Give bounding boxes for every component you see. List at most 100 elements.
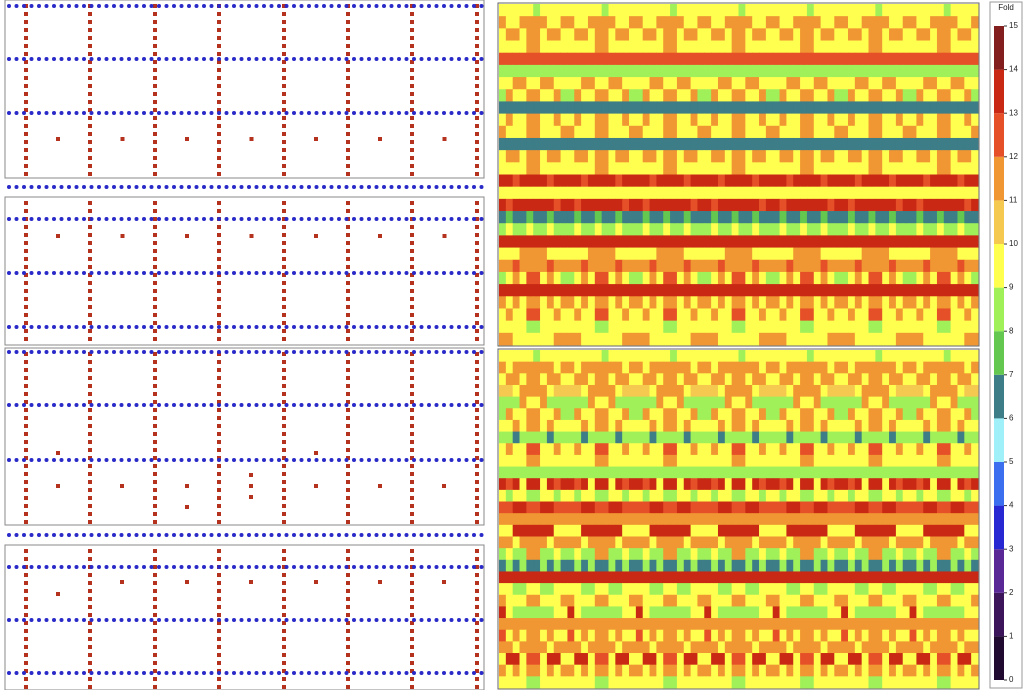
- heat-cell: [622, 296, 630, 309]
- heat-cell: [587, 419, 596, 432]
- blue-dot: [7, 271, 11, 275]
- red-dot: [217, 653, 221, 657]
- heat-cell: [724, 361, 733, 374]
- heat-cell: [690, 408, 698, 421]
- heat-cell: [622, 223, 630, 236]
- blue-dot: [269, 350, 274, 354]
- blue-dot: [472, 111, 476, 115]
- red-dot: [88, 249, 92, 253]
- heat-cell: [909, 559, 917, 572]
- heat-cell: [711, 548, 719, 561]
- heat-cell: [526, 559, 534, 572]
- blue-dot: [7, 403, 11, 407]
- heat-cell: [971, 443, 979, 456]
- blue-dot: [149, 458, 154, 462]
- heat-cell: [519, 137, 527, 151]
- blue-dot: [374, 403, 379, 407]
- heat-cell: [895, 548, 904, 561]
- heat-cell: [964, 478, 972, 491]
- blue-dot: [449, 565, 454, 569]
- heat-cell: [499, 89, 507, 102]
- blue-dot: [442, 458, 446, 462]
- red-dot: [282, 637, 286, 641]
- blue-dot: [344, 533, 349, 537]
- heat-cell: [540, 443, 548, 456]
- red-dot: [282, 597, 286, 601]
- red-dot: [56, 137, 60, 141]
- blue-dot: [382, 217, 386, 221]
- heat-cell: [731, 284, 739, 297]
- blue-dot: [89, 671, 94, 675]
- blue-dot: [464, 533, 469, 537]
- heat-cell: [827, 350, 835, 363]
- heat-cell: [690, 431, 698, 444]
- heat-cell: [820, 162, 828, 175]
- heat-cell: [895, 454, 904, 467]
- blue-dot: [232, 271, 236, 275]
- blue-dot: [277, 111, 281, 115]
- heat-cell: [724, 501, 733, 514]
- heat-cell: [717, 198, 726, 212]
- red-dot: [24, 148, 28, 152]
- heat-cell: [957, 296, 965, 309]
- heat-cell: [930, 489, 938, 502]
- heat-cell: [800, 40, 808, 54]
- heat-cell: [909, 223, 917, 236]
- heat-cell: [786, 548, 794, 561]
- heat-cell: [711, 271, 719, 285]
- heat-cell: [574, 478, 582, 491]
- heat-cell: [704, 77, 712, 90]
- heat-cell: [724, 350, 733, 363]
- heat-cell: [861, 489, 869, 502]
- heat-cell: [827, 271, 835, 285]
- heat-cell: [738, 259, 746, 273]
- heat-cell: [820, 247, 828, 261]
- heat-cell: [574, 89, 582, 102]
- heat-cell: [519, 361, 527, 374]
- heat-cell: [587, 308, 596, 322]
- red-dot: [282, 52, 286, 56]
- blue-dot: [457, 111, 461, 115]
- heat-cell: [546, 271, 555, 285]
- heat-cell: [957, 247, 965, 261]
- heat-cell: [526, 419, 534, 432]
- blue-dot: [419, 111, 424, 115]
- heat-cell: [930, 396, 938, 409]
- red-dot: [153, 36, 157, 40]
- heat-cell: [560, 271, 568, 285]
- heat-cell: [745, 308, 753, 322]
- heat-cell: [560, 137, 568, 151]
- blue-dot: [209, 325, 214, 329]
- red-dot: [153, 209, 157, 213]
- heat-cell: [936, 211, 945, 224]
- red-dot: [475, 321, 479, 325]
- heat-cell: [690, 247, 698, 261]
- blue-dot: [217, 271, 221, 275]
- red-dot: [475, 156, 479, 160]
- blue-dot: [412, 350, 416, 354]
- heat-cell: [711, 332, 719, 346]
- heat-cell: [868, 162, 876, 175]
- heat-cell: [923, 548, 931, 561]
- red-dot: [56, 451, 60, 455]
- heat-cell: [868, 384, 876, 398]
- heat-cell: [683, 419, 691, 432]
- heat-cell: [690, 137, 698, 151]
- red-dot: [346, 432, 350, 436]
- blue-dot: [149, 57, 154, 61]
- red-dot: [410, 504, 414, 508]
- heat-cell: [861, 332, 869, 346]
- heat-cell: [772, 101, 780, 115]
- heat-cell: [629, 113, 637, 127]
- heat-cell: [553, 524, 561, 537]
- heat-cell: [902, 284, 910, 297]
- heat-cell: [649, 478, 657, 491]
- red-dot: [475, 360, 479, 364]
- red-dot: [153, 629, 157, 633]
- heat-cell: [861, 64, 869, 78]
- red-dot: [217, 392, 221, 396]
- heat-cell: [745, 113, 753, 127]
- heat-cell: [587, 396, 596, 409]
- heat-cell: [629, 443, 637, 456]
- blue-dot: [292, 565, 296, 569]
